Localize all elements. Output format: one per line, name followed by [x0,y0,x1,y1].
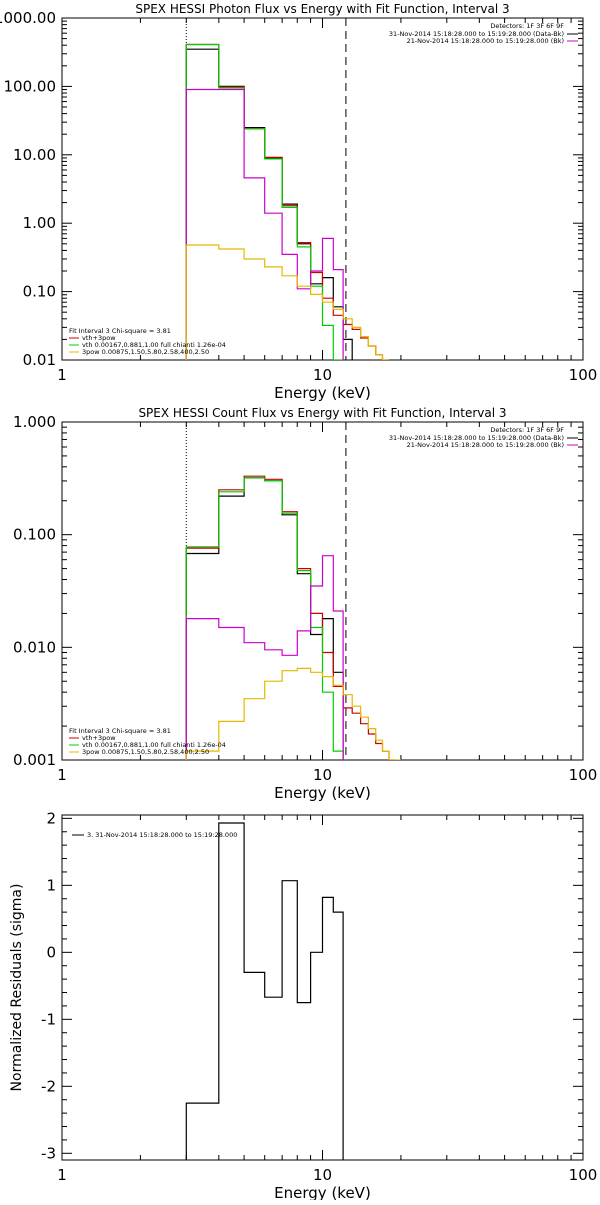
x-tick-label: 10 [313,366,332,384]
y-tick-label: 0.100 [13,526,56,544]
legend-label: vth+3pow [82,334,116,342]
y-tick-label: 0.001 [13,751,56,769]
legend-label: vth 0.00167,0.881,1.00 full chianti 1.26… [82,741,226,749]
chart-panel-3: 1 10 100 Energy (keV) -3 -2 -1 0 1 2 Normalized Re… [9,809,598,1202]
legend-label: 3pow 0.00875,1.50,5.80,2.58,400,2.50 [82,748,209,756]
y-tick-label: 1000.00 [0,9,56,27]
legend-fit-header: Fit Interval 3 Chi-square = 3.81 [69,727,171,735]
chart-panel-1: SPEX HESSI Photon Flux vs Energy with Fi… [0,2,597,402]
y-tick-label: 0.01 [23,351,56,369]
legend-label: 21-Nov-2014 15:18:28.000 to 15:19:28.000… [407,441,564,449]
x-axis-label: Energy (keV) [274,1184,371,1200]
chart-panel-2: SPEX HESSI Count Flux vs Energy with Fit… [13,406,597,802]
y-tick-label: -1 [41,1010,56,1028]
legend-label: 3. 31-Nov-2014 15:18:28.000 to 15:19:28.… [87,831,237,839]
x-tick-label: 100 [569,1166,598,1184]
series-line [185,667,401,760]
x-tick-label: 1 [57,766,67,784]
legend-label: 31-Nov-2014 15:18:28.000 to 15:19:28.000… [389,434,564,442]
x-tick-label: 100 [569,766,598,784]
x-tick-label: 100 [569,366,598,384]
series-line [185,822,344,1160]
y-tick-label: 2 [46,809,56,827]
x-tick-label: 1 [57,366,67,384]
series-line [185,43,389,360]
series-line [185,43,344,360]
y-tick-label: -2 [41,1077,56,1095]
y-tick-label: 0.010 [13,638,56,656]
series-group [185,822,344,1160]
series-line [185,244,389,360]
y-tick-label: 10.00 [13,146,56,164]
y-tick-label: 0 [46,943,56,961]
series-line [185,88,344,360]
legend-label: 21-Nov-2014 15:18:28.000 to 15:19:28.000… [407,37,564,45]
legend-label: 3pow 0.00875,1.50,5.80,2.58,400,2.50 [82,348,209,356]
legend-label: vth+3pow [82,734,116,742]
x-tick-label: 10 [313,766,332,784]
series-group [185,475,401,760]
legend-detectors: Detectors: 1F 3F 6F 9F [490,426,564,434]
legend-label: vth 0.00167,0.881,1.00 full chianti 1.26… [82,341,226,349]
y-tick-label: -3 [41,1144,56,1162]
x-axis-label: Energy (keV) [274,384,371,402]
series-line [185,477,344,760]
x-tick-label: 10 [313,1166,332,1184]
y-tick-label: 1.00 [23,214,56,232]
legend-fit-header: Fit Interval 3 Chi-square = 3.81 [69,327,171,335]
chart-title: SPEX HESSI Count Flux vs Energy with Fit… [138,406,506,420]
legend-label: 31-Nov-2014 15:18:28.000 to 15:19:28.000… [389,30,564,38]
y-tick-label: 1 [46,876,56,894]
series-line [185,48,353,360]
legend-detectors: Detectors: 1F 3F 6F 9F [490,22,564,30]
chart-title: SPEX HESSI Photon Flux vs Energy with Fi… [135,2,509,16]
series-line [185,477,344,760]
plot-frame [61,814,584,1161]
plot-frame [61,421,584,761]
x-tick-label: 1 [57,1166,67,1184]
y-tick-label: 100.00 [4,77,57,95]
y-axis-label: Normalized Residuals (sigma) [9,884,25,1092]
x-axis-label: Energy (keV) [274,784,371,802]
series-line [185,555,344,760]
y-tick-label: 1.000 [13,413,56,431]
series-group [185,43,389,360]
y-tick-label: 0.10 [23,283,56,301]
